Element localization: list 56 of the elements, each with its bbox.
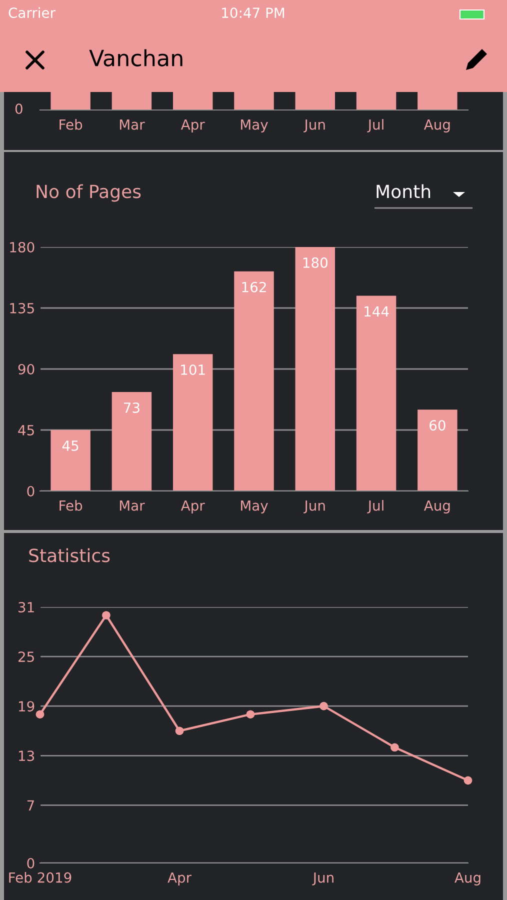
point (246, 710, 255, 719)
y-tick-label: 7 (27, 800, 34, 810)
data-label: 162 (242, 282, 266, 292)
data-label: 144 (364, 306, 389, 317)
bar (112, 392, 152, 491)
data-label: 180 (303, 257, 328, 268)
y-tick-label: 90 (18, 364, 34, 374)
text: Vanchan (89, 49, 182, 66)
x-tick-label: Jun (304, 119, 325, 132)
point (36, 710, 44, 719)
data-label: 73 (124, 402, 140, 413)
y-tick-label: 19 (18, 701, 34, 712)
bar (418, 410, 458, 491)
chart-title: Statistics (29, 548, 110, 562)
x-tick-label: Apr (168, 872, 192, 886)
x-tick-label: Jul (367, 500, 384, 514)
y-tick-label: 13 (18, 750, 34, 762)
y-tick-label: 135 (10, 302, 34, 314)
x-tick-label: Feb 2019 (9, 872, 72, 883)
point (464, 776, 472, 785)
x-tick-label: Aug (454, 872, 480, 886)
chart-title: No of Pages (36, 184, 141, 202)
y-tick-label: 0 (27, 858, 34, 868)
x-tick-label: May (241, 500, 268, 514)
y-tick-label: 0 (27, 486, 34, 496)
x-tick-label: Jun (312, 872, 334, 886)
y-tick-label: 25 (18, 652, 34, 662)
y-tick-label: 31 (18, 602, 34, 612)
x-tick-label: Mar (120, 119, 145, 130)
point (390, 743, 399, 752)
x-tick-label: Feb (60, 119, 82, 130)
x-tick-label: Feb (60, 500, 82, 511)
data-label: 60 (430, 420, 446, 431)
x-tick-label: Aug (424, 500, 450, 514)
point (320, 702, 328, 710)
data-label: 45 (62, 440, 78, 451)
x-tick-label: Apr (180, 500, 205, 514)
y-tick-label: 45 (18, 425, 34, 436)
x-tick-label: Jun (304, 500, 325, 514)
bar (356, 296, 396, 491)
x-tick-label: May (241, 119, 268, 132)
text: 10:47 PM (222, 8, 284, 18)
data-label: 101 (181, 364, 205, 376)
bar (50, 430, 90, 491)
x-tick-label: Apr (180, 119, 205, 132)
bar (295, 247, 336, 491)
text: Carrier (8, 7, 56, 18)
bar (234, 271, 274, 491)
text: Month (376, 184, 430, 198)
point (102, 611, 110, 620)
point (175, 726, 184, 736)
x-tick-label: Mar (120, 500, 145, 511)
bar (172, 354, 213, 491)
x-tick-label: Jul (367, 119, 384, 132)
x-tick-label: Aug (424, 119, 450, 132)
y-tick-label: 180 (10, 242, 34, 252)
